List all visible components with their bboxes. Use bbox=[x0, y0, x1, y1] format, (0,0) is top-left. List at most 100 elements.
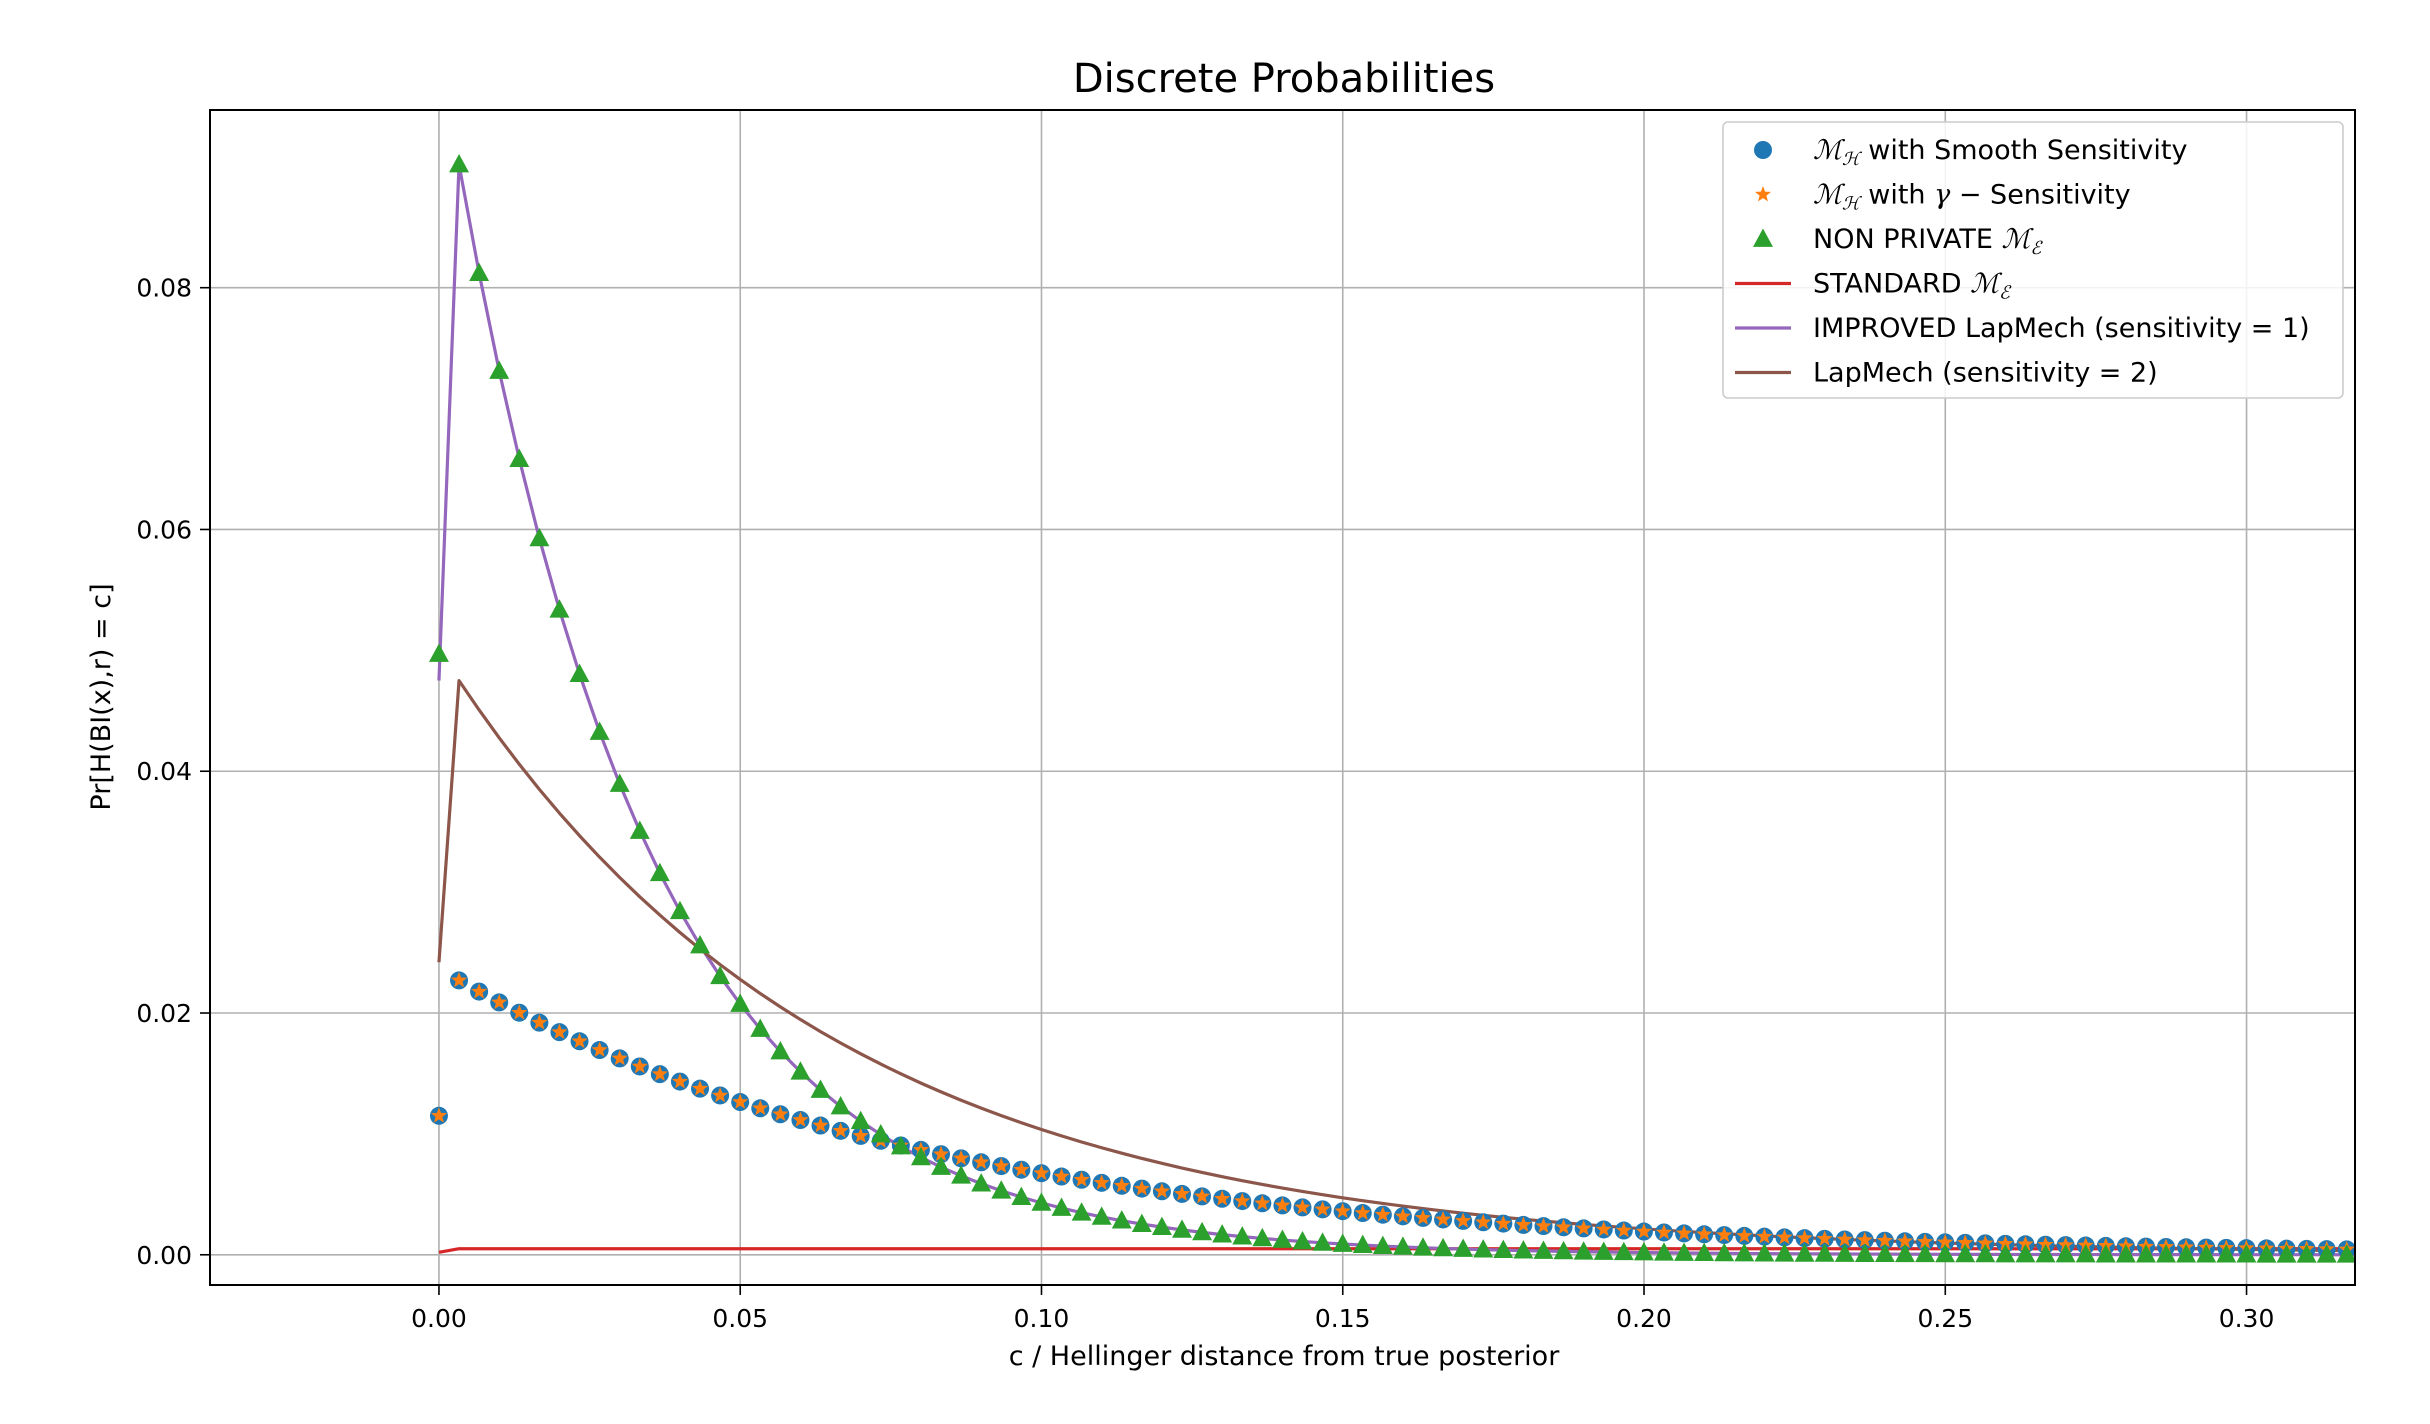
data-point-triangle bbox=[2236, 1244, 2257, 1263]
data-point-star bbox=[2037, 1236, 2054, 1252]
data-point-triangle bbox=[971, 1173, 992, 1192]
data-point-star bbox=[571, 1032, 588, 1049]
data-point-triangle bbox=[1493, 1239, 1514, 1259]
legend-label-part: ℳ bbox=[1813, 135, 1846, 166]
data-point-triangle bbox=[2216, 1244, 2237, 1263]
data-point-triangle bbox=[2196, 1244, 2217, 1263]
data-point-triangle bbox=[1955, 1243, 1976, 1263]
data-point-triangle bbox=[2176, 1244, 2197, 1263]
data-point-star bbox=[1254, 1194, 1271, 1211]
data-point-triangle bbox=[609, 773, 630, 792]
data-point-triangle bbox=[2156, 1244, 2177, 1263]
data-point-triangle bbox=[991, 1180, 1012, 1199]
data-point-star bbox=[1555, 1218, 1572, 1235]
data-point-star bbox=[1756, 1228, 1773, 1244]
series-2 bbox=[428, 154, 2355, 1263]
x-tick-label: 0.15 bbox=[1315, 1304, 1371, 1333]
data-point-triangle bbox=[2075, 1244, 2096, 1263]
data-point-triangle bbox=[1734, 1242, 1755, 1262]
data-point-triangle bbox=[649, 862, 670, 882]
data-point-star bbox=[1535, 1217, 1552, 1233]
data-point-triangle bbox=[1714, 1242, 1735, 1262]
data-point-triangle bbox=[1413, 1237, 1433, 1256]
data-point-triangle bbox=[1593, 1241, 1614, 1260]
data-point-triangle bbox=[1172, 1219, 1192, 1238]
legend-label-part: ℳ bbox=[1970, 269, 2003, 300]
data-point-triangle bbox=[1814, 1243, 1835, 1262]
legend-label-part: ℋ bbox=[1842, 194, 1863, 215]
legend-label-part: ℰ bbox=[1999, 283, 2012, 304]
y-tick-label: 0.00 bbox=[136, 1241, 192, 1270]
data-point-star bbox=[1153, 1182, 1171, 1199]
legend-box bbox=[1722, 121, 2344, 399]
data-point-triangle bbox=[1794, 1243, 1815, 1262]
plot-area bbox=[428, 154, 2355, 1263]
data-point-triangle bbox=[710, 965, 731, 985]
data-point-triangle bbox=[1633, 1242, 1654, 1261]
data-point-triangle bbox=[2316, 1244, 2337, 1263]
data-point-triangle bbox=[489, 360, 510, 379]
data-point-triangle bbox=[1292, 1231, 1313, 1250]
data-point-star bbox=[1334, 1202, 1351, 1219]
data-point-triangle bbox=[1091, 1206, 1112, 1225]
data-point-triangle bbox=[589, 721, 610, 740]
x-axis-label: c / Hellinger distance from true posteri… bbox=[1009, 1341, 1561, 1372]
data-point-triangle bbox=[1995, 1243, 2016, 1263]
data-point-triangle bbox=[1212, 1224, 1233, 1243]
data-point-star bbox=[1053, 1168, 1070, 1184]
data-point-triangle bbox=[890, 1136, 911, 1155]
legend-label-part: LapMech (sensitivity = 2) bbox=[1813, 358, 2158, 389]
data-point-star bbox=[812, 1117, 829, 1133]
data-point-star bbox=[631, 1057, 648, 1074]
data-point-triangle bbox=[1192, 1221, 1213, 1241]
data-point-star bbox=[1475, 1213, 1492, 1230]
data-point-triangle bbox=[750, 1018, 771, 1037]
data-point-triangle bbox=[449, 154, 470, 173]
data-point-triangle bbox=[1111, 1210, 1132, 1229]
data-point-triangle bbox=[1352, 1234, 1373, 1253]
data-point-star bbox=[491, 993, 508, 1010]
data-point-triangle bbox=[2115, 1244, 2136, 1263]
x-tick-label: 0.10 bbox=[1014, 1304, 1070, 1333]
data-point-triangle bbox=[569, 663, 590, 682]
x-tick-label: 0.20 bbox=[1616, 1304, 1672, 1333]
data-point-star bbox=[1575, 1219, 1592, 1236]
data-point-triangle bbox=[1854, 1243, 1875, 1262]
data-point-star bbox=[993, 1157, 1010, 1173]
data-point-triangle bbox=[1834, 1243, 1855, 1262]
data-point-triangle bbox=[1392, 1236, 1413, 1255]
data-point-star bbox=[450, 971, 468, 988]
data-point-star bbox=[551, 1023, 568, 1040]
data-point-triangle bbox=[2135, 1244, 2156, 1263]
data-point-triangle bbox=[1232, 1226, 1253, 1245]
data-point-star bbox=[1957, 1234, 1974, 1250]
data-point-triangle bbox=[2336, 1244, 2355, 1263]
data-point-star bbox=[2017, 1235, 2034, 1252]
data-point-triangle bbox=[2276, 1244, 2297, 1263]
x-tick-label: 0.25 bbox=[1917, 1304, 1973, 1333]
data-point-star bbox=[1455, 1212, 1472, 1228]
data-point-triangle bbox=[1131, 1213, 1152, 1232]
legend-label-part: ℳ bbox=[2002, 224, 2035, 255]
data-point-star bbox=[1635, 1223, 1652, 1239]
data-point-triangle bbox=[469, 262, 490, 282]
data-point-star bbox=[1314, 1200, 1331, 1217]
data-point-triangle bbox=[1533, 1240, 1554, 1259]
chart-title: Discrete Probabilities bbox=[1073, 56, 1495, 102]
legend-label-part: NON PRIVATE bbox=[1813, 224, 2002, 255]
data-point-star bbox=[772, 1105, 789, 1122]
data-point-triangle bbox=[529, 527, 550, 547]
data-point-star bbox=[1896, 1232, 1914, 1249]
data-point-star bbox=[953, 1149, 970, 1166]
data-point-star bbox=[752, 1099, 769, 1116]
legend-label-part: ℰ bbox=[2030, 238, 2043, 259]
data-point-star bbox=[1716, 1226, 1733, 1242]
data-point-triangle bbox=[1774, 1243, 1795, 1262]
legend-label: IMPROVED LapMech (sensitivity = 1) bbox=[1813, 313, 2310, 344]
data-point-triangle bbox=[2015, 1243, 2036, 1263]
data-point-triangle bbox=[629, 820, 650, 839]
data-point-star bbox=[1033, 1164, 1050, 1181]
legend-circle-swatch bbox=[1754, 141, 1772, 159]
y-tick-label: 0.06 bbox=[136, 515, 192, 544]
